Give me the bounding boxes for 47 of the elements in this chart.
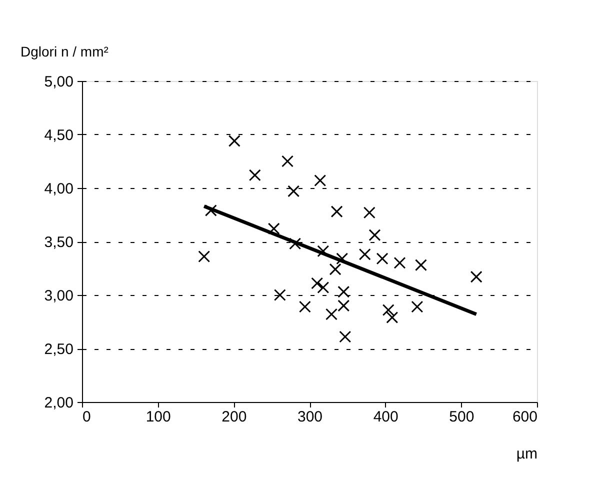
point (198, 250, 210, 262)
y-tick-label: 2,00 (44, 394, 74, 412)
point (204, 204, 217, 216)
x-tick-label: 400 (373, 408, 398, 426)
point (317, 245, 330, 258)
y-tick-label: 5,00 (44, 74, 74, 90)
x-tick-label: 100 (146, 408, 171, 426)
point (336, 252, 348, 265)
y-tick-label: 3,50 (44, 234, 74, 251)
point (288, 185, 300, 198)
point (268, 222, 280, 235)
point (339, 330, 352, 343)
point (394, 256, 406, 269)
point (326, 308, 338, 320)
point (470, 270, 482, 283)
x-tick-label: 600 (512, 408, 538, 426)
y-axis-title: Dglori n / mm² (20, 44, 109, 60)
point (311, 277, 324, 290)
point (414, 259, 427, 272)
point (228, 134, 240, 147)
point (314, 174, 326, 187)
x-tick-label: 500 (449, 408, 474, 426)
y-tick-label: 3,00 (44, 288, 74, 304)
point (274, 289, 286, 301)
point (330, 206, 343, 218)
point (289, 238, 302, 250)
y-tick-label: 4,50 (44, 127, 74, 144)
y-tick-label: 2,50 (44, 341, 74, 358)
point (363, 206, 376, 219)
x-tick-label: 0 (82, 408, 91, 426)
point (282, 155, 294, 168)
point (317, 282, 330, 294)
point (382, 304, 394, 316)
point (338, 286, 350, 298)
x-axis-title: µm (516, 446, 538, 462)
point (358, 248, 371, 260)
point (248, 169, 261, 182)
point (368, 229, 381, 242)
x-tick-label: 200 (222, 408, 247, 426)
y-tick-label: 4,00 (44, 180, 74, 198)
point (338, 300, 350, 312)
point (386, 311, 398, 324)
x-tick-label: 300 (297, 408, 323, 426)
point (411, 300, 424, 313)
point (329, 263, 342, 276)
point (376, 252, 388, 265)
point (298, 300, 311, 313)
